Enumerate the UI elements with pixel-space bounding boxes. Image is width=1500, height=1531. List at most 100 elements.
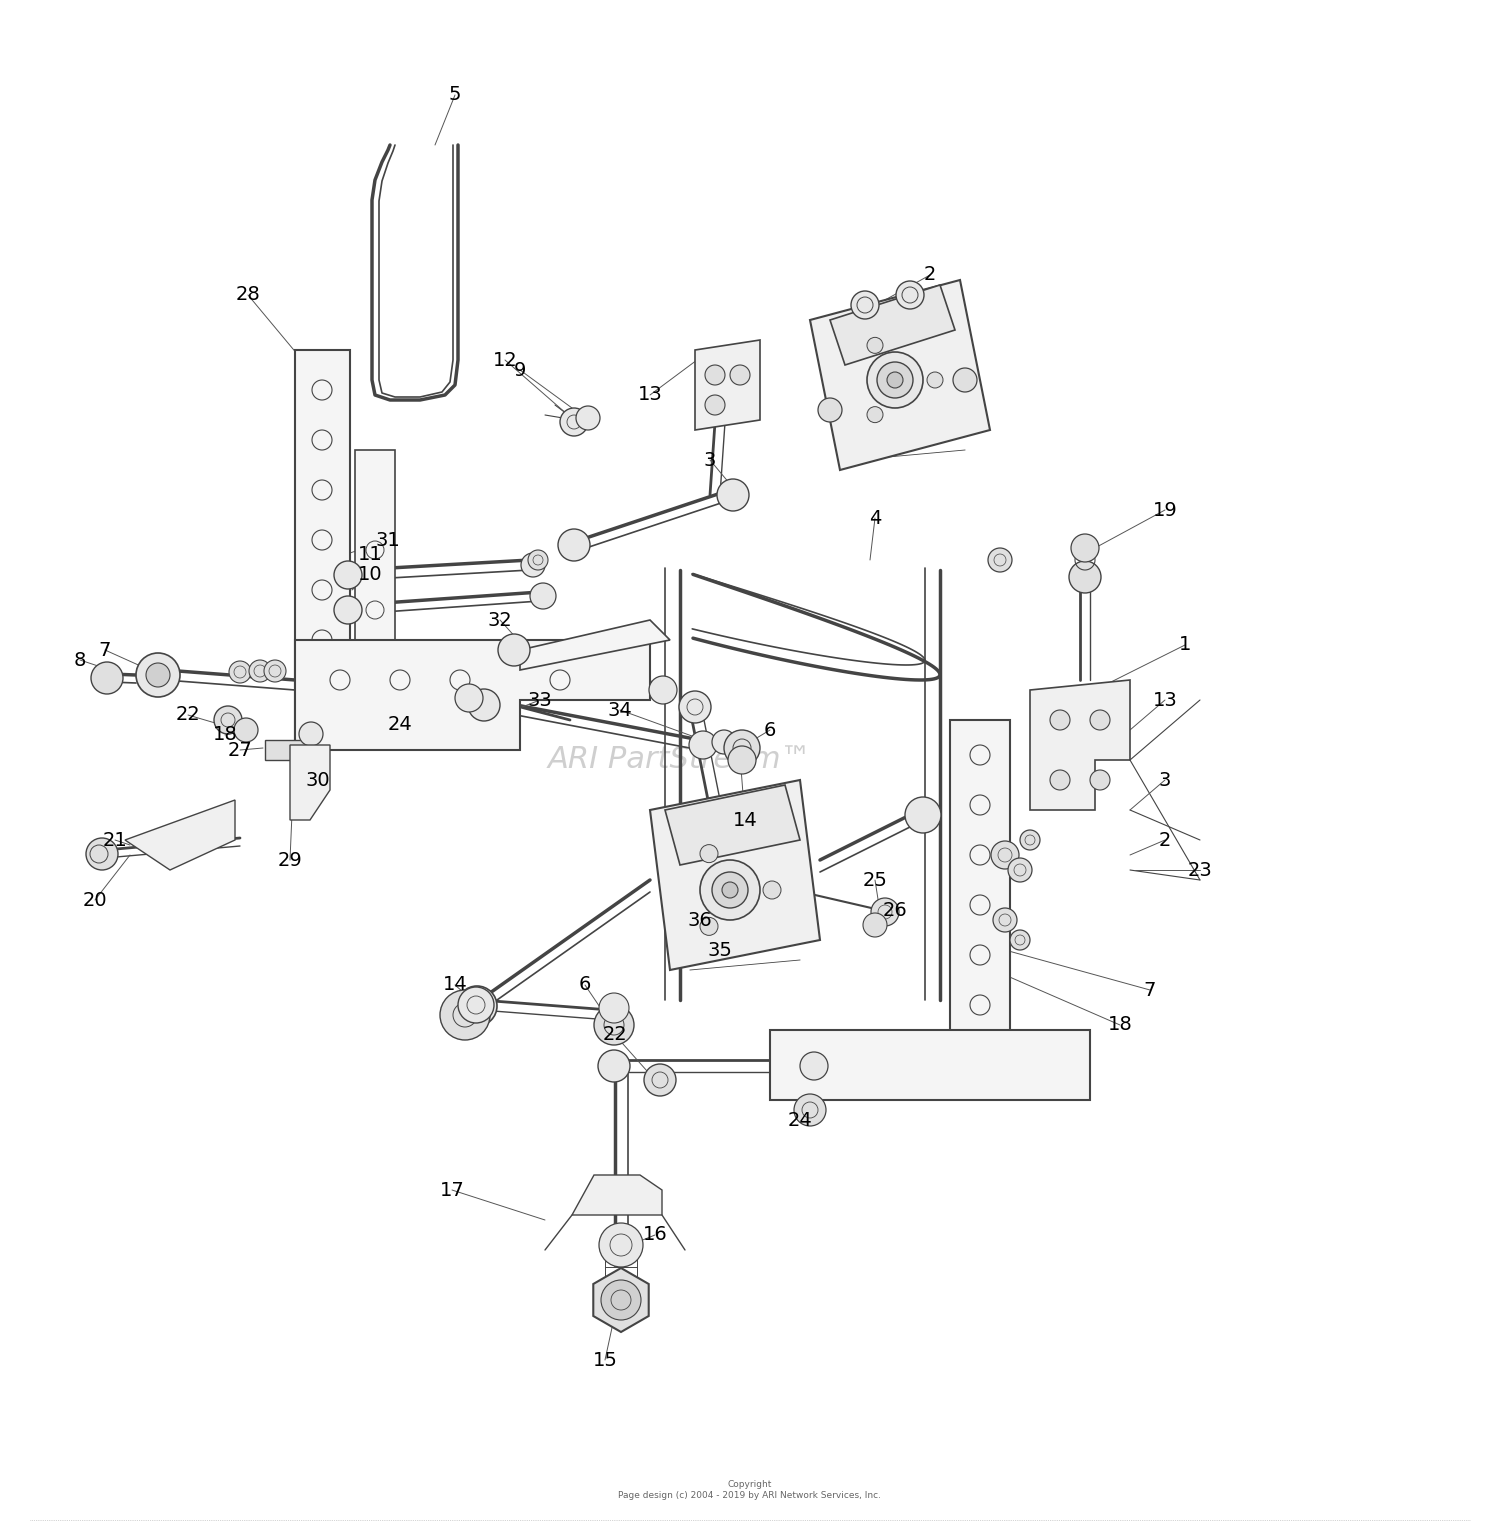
Polygon shape bbox=[356, 450, 395, 730]
Circle shape bbox=[298, 723, 322, 746]
Text: 29: 29 bbox=[278, 851, 303, 870]
Text: 23: 23 bbox=[1188, 860, 1212, 879]
Circle shape bbox=[988, 548, 1012, 573]
Circle shape bbox=[1050, 710, 1070, 730]
Circle shape bbox=[878, 361, 914, 398]
Circle shape bbox=[560, 407, 588, 436]
Circle shape bbox=[700, 845, 718, 862]
Text: 32: 32 bbox=[488, 611, 513, 629]
Polygon shape bbox=[594, 1268, 648, 1332]
Text: 33: 33 bbox=[528, 690, 552, 709]
Circle shape bbox=[249, 660, 272, 681]
Text: 2: 2 bbox=[924, 265, 936, 285]
Circle shape bbox=[1008, 857, 1032, 882]
Polygon shape bbox=[520, 620, 670, 671]
Circle shape bbox=[728, 746, 756, 775]
Polygon shape bbox=[1030, 680, 1130, 810]
Circle shape bbox=[92, 661, 123, 694]
Polygon shape bbox=[810, 280, 990, 470]
Polygon shape bbox=[296, 640, 650, 750]
Text: 13: 13 bbox=[1152, 690, 1178, 709]
Circle shape bbox=[530, 583, 556, 609]
Text: 26: 26 bbox=[882, 900, 908, 920]
Circle shape bbox=[234, 718, 258, 743]
Circle shape bbox=[867, 407, 883, 423]
Circle shape bbox=[440, 991, 491, 1040]
Text: ARI PartStream™: ARI PartStream™ bbox=[548, 746, 812, 775]
Circle shape bbox=[818, 398, 842, 423]
Text: 3: 3 bbox=[1160, 770, 1172, 790]
Circle shape bbox=[230, 661, 251, 683]
Circle shape bbox=[680, 690, 711, 723]
Circle shape bbox=[904, 798, 940, 833]
Text: 9: 9 bbox=[514, 360, 526, 380]
Circle shape bbox=[717, 479, 748, 511]
Text: 25: 25 bbox=[862, 871, 888, 890]
Circle shape bbox=[520, 553, 544, 577]
Circle shape bbox=[650, 677, 676, 704]
Polygon shape bbox=[124, 801, 236, 870]
Circle shape bbox=[136, 654, 180, 697]
Text: 19: 19 bbox=[1152, 501, 1178, 519]
Circle shape bbox=[724, 730, 760, 766]
Circle shape bbox=[598, 994, 628, 1023]
Circle shape bbox=[334, 596, 362, 625]
Circle shape bbox=[576, 406, 600, 430]
Circle shape bbox=[927, 372, 944, 387]
Text: 20: 20 bbox=[82, 891, 108, 909]
Text: 17: 17 bbox=[440, 1180, 465, 1199]
Text: 22: 22 bbox=[603, 1026, 627, 1044]
Text: 12: 12 bbox=[492, 351, 517, 369]
Circle shape bbox=[993, 908, 1017, 932]
Circle shape bbox=[700, 917, 718, 935]
Text: 5: 5 bbox=[448, 86, 462, 104]
Text: 30: 30 bbox=[306, 770, 330, 790]
Polygon shape bbox=[694, 340, 760, 430]
Circle shape bbox=[594, 1004, 634, 1046]
Text: 28: 28 bbox=[236, 285, 261, 305]
Circle shape bbox=[264, 660, 286, 681]
Circle shape bbox=[712, 873, 748, 908]
Circle shape bbox=[598, 1050, 630, 1082]
Circle shape bbox=[458, 987, 494, 1023]
Circle shape bbox=[468, 689, 500, 721]
Text: 21: 21 bbox=[102, 830, 128, 850]
Circle shape bbox=[334, 560, 362, 589]
Circle shape bbox=[1071, 534, 1100, 562]
Circle shape bbox=[952, 367, 976, 392]
Circle shape bbox=[1020, 830, 1040, 850]
Circle shape bbox=[712, 730, 736, 753]
Circle shape bbox=[705, 364, 724, 384]
Circle shape bbox=[867, 337, 883, 354]
Text: 36: 36 bbox=[687, 911, 712, 929]
Circle shape bbox=[146, 663, 170, 687]
Circle shape bbox=[454, 684, 483, 712]
Circle shape bbox=[764, 880, 782, 899]
Polygon shape bbox=[650, 779, 820, 971]
Text: 13: 13 bbox=[638, 386, 663, 404]
Circle shape bbox=[598, 1223, 644, 1268]
Text: 14: 14 bbox=[732, 810, 758, 830]
Circle shape bbox=[1070, 560, 1101, 592]
Circle shape bbox=[896, 282, 924, 309]
Circle shape bbox=[558, 530, 590, 560]
Text: 18: 18 bbox=[213, 726, 237, 744]
Circle shape bbox=[992, 841, 1018, 870]
Text: 35: 35 bbox=[708, 940, 732, 960]
Text: 16: 16 bbox=[642, 1225, 668, 1245]
Polygon shape bbox=[770, 1030, 1090, 1099]
Circle shape bbox=[705, 395, 724, 415]
Text: 2: 2 bbox=[1160, 830, 1172, 850]
Text: Copyright
Page design (c) 2004 - 2019 by ARI Network Services, Inc.: Copyright Page design (c) 2004 - 2019 by… bbox=[618, 1480, 882, 1500]
Circle shape bbox=[1050, 770, 1070, 790]
Text: 1: 1 bbox=[1179, 635, 1191, 654]
Circle shape bbox=[644, 1064, 676, 1096]
Circle shape bbox=[867, 352, 922, 407]
Circle shape bbox=[86, 837, 118, 870]
Text: 24: 24 bbox=[387, 715, 412, 735]
Circle shape bbox=[1090, 770, 1110, 790]
Circle shape bbox=[700, 860, 760, 920]
Text: 18: 18 bbox=[1107, 1015, 1132, 1035]
Circle shape bbox=[1090, 710, 1110, 730]
Text: 7: 7 bbox=[99, 640, 111, 660]
